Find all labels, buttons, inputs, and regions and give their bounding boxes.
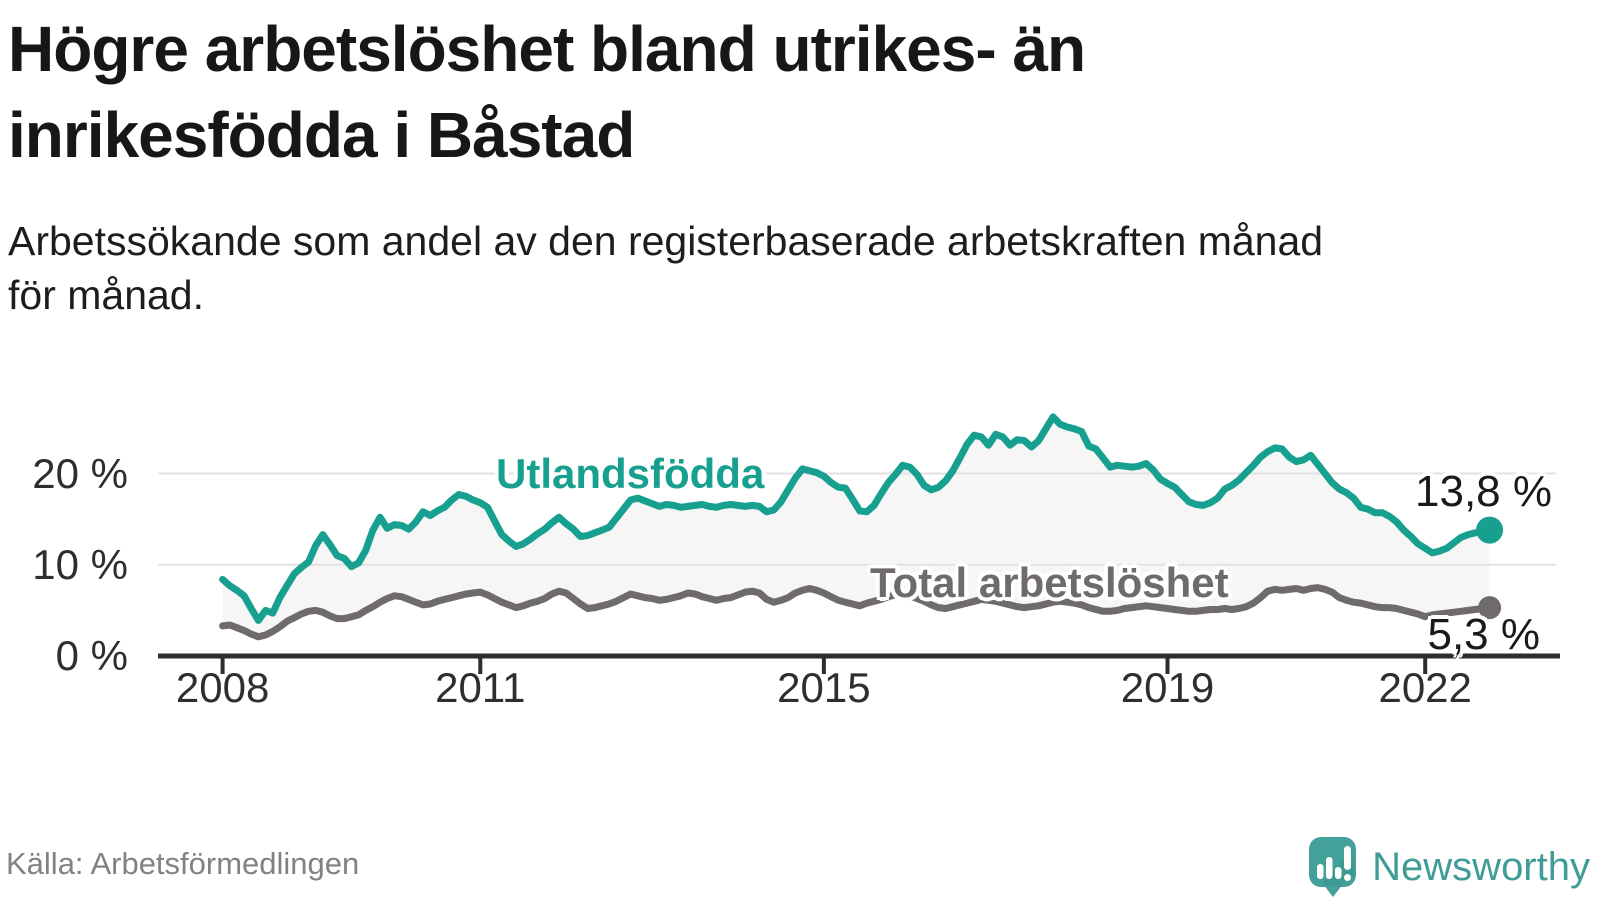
- x-axis-label-2011: 2011: [435, 664, 526, 711]
- x-axis-label-2022: 2022: [1378, 664, 1472, 711]
- source-attribution: Källa: Arbetsförmedlingen: [6, 846, 360, 881]
- series-label-total-arbetsloshet: Total arbetslöshet: [870, 559, 1229, 606]
- series-label-utlandsfodda: Utlandsfödda: [496, 450, 765, 497]
- newsworthy-icon: [1309, 837, 1357, 897]
- title-line-2: inrikesfödda i Båstad: [8, 99, 635, 171]
- brand-logo: Newsworthy: [1308, 836, 1590, 898]
- brand-name: Newsworthy: [1372, 844, 1590, 889]
- y-axis-label-20: 20 %: [32, 450, 128, 497]
- x-axis-label-2019: 2019: [1120, 664, 1215, 711]
- line-utlandsfodda: [219, 413, 1494, 624]
- x-axis-label-2008: 2008: [175, 664, 270, 711]
- end-value-label-utlandsfodda: 13,8 %: [1415, 467, 1552, 516]
- chart-subtitle: Arbetssökande som andel av den registerb…: [8, 214, 1588, 322]
- end-dot-total: [1478, 596, 1502, 620]
- end-dot-utlandsfodda: [1476, 516, 1504, 544]
- area-between-series: [222, 416, 1490, 637]
- end-value-label-total: 5,3 %: [1427, 610, 1540, 659]
- y-axis-label-10: 10 %: [32, 541, 128, 588]
- subtitle-line-1: Arbetssökande som andel av den registerb…: [8, 218, 1324, 264]
- line-total-arbetsloshet: [219, 584, 1494, 641]
- y-axis-label-0: 0 %: [55, 632, 128, 679]
- title-line-1: Högre arbetslöshet bland utrikes- än: [8, 13, 1086, 85]
- page-title: Högre arbetslöshet bland utrikes- än inr…: [8, 6, 1568, 178]
- x-axis-label-2015: 2015: [777, 664, 871, 711]
- subtitle-line-2: för månad.: [8, 272, 204, 318]
